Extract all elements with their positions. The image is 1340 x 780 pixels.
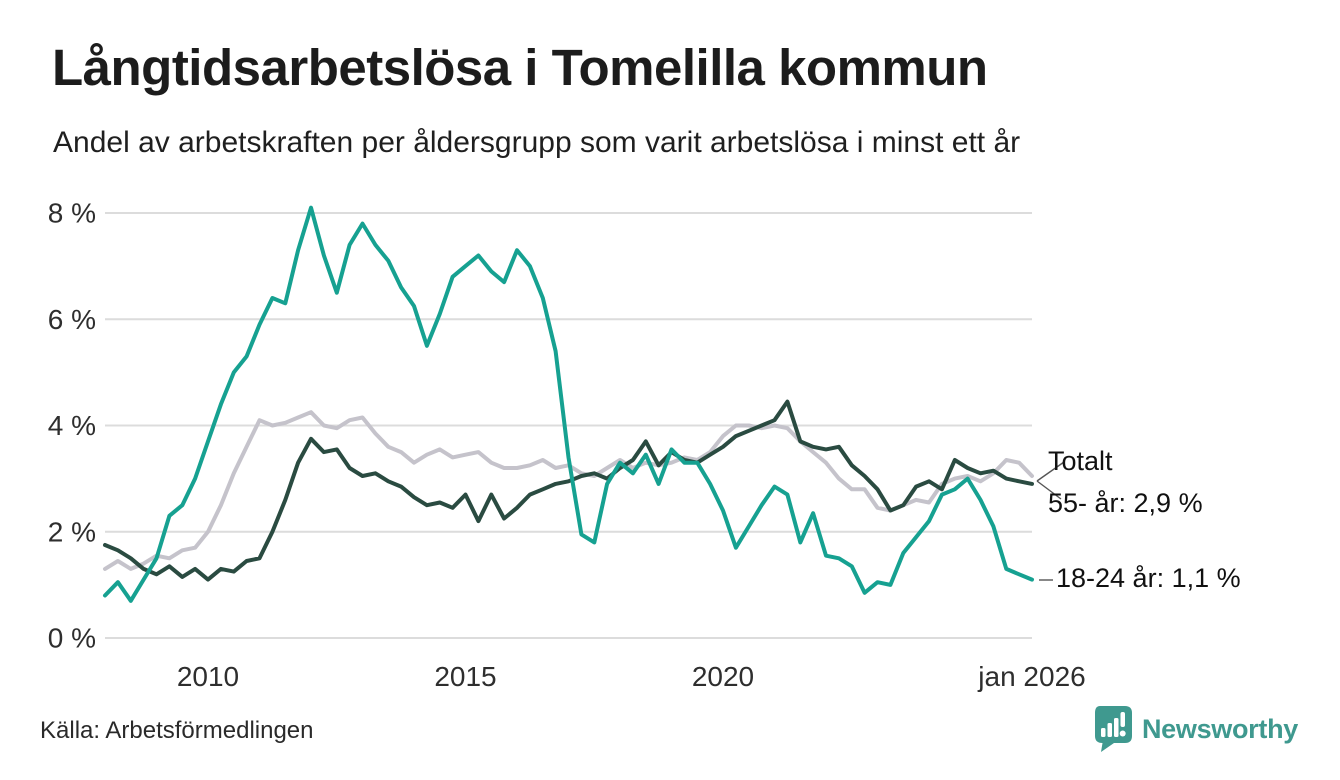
svg-text:4 %: 4 %	[48, 410, 96, 441]
svg-text:2015: 2015	[434, 661, 496, 692]
newsworthy-logo: Newsworthy	[1092, 705, 1298, 753]
series-end-label-55-ar: 55- år: 2,9 %	[1048, 488, 1203, 518]
chart-title: Långtidsarbetslösa i Tomelilla kommun	[52, 39, 988, 96]
series-end-label-18-24-ar: 18-24 år: 1,1 %	[1056, 563, 1241, 593]
svg-text:2 %: 2 %	[48, 516, 96, 547]
svg-text:6 %: 6 %	[48, 304, 96, 335]
svg-text:0 %: 0 %	[48, 623, 96, 654]
series-end-label-totalt: Totalt	[1048, 446, 1113, 476]
source-note: Källa: Arbetsförmedlingen	[40, 717, 314, 744]
svg-text:jan 2026: jan 2026	[977, 661, 1085, 692]
newsworthy-wordmark: Newsworthy	[1141, 713, 1298, 744]
svg-text:2010: 2010	[177, 661, 239, 692]
chart-subtitle: Andel av arbetskraften per åldersgrupp s…	[53, 126, 1021, 159]
newsworthy-bubble-icon	[1094, 706, 1132, 752]
svg-text:8 %: 8 %	[48, 198, 96, 229]
svg-text:2020: 2020	[692, 661, 754, 692]
